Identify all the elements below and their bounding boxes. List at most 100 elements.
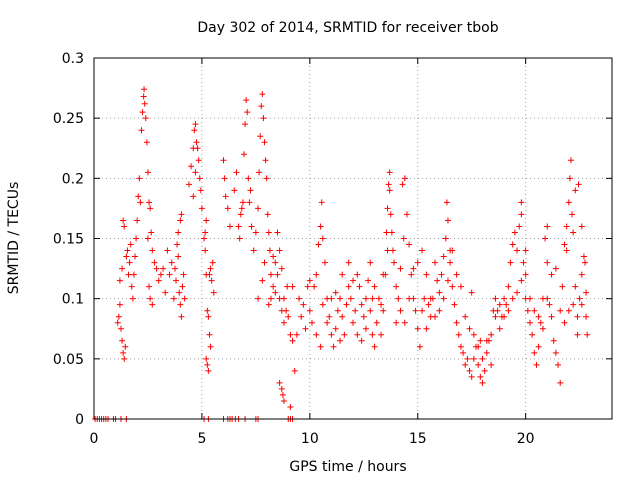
data-point — [343, 301, 350, 308]
data-point — [481, 367, 488, 374]
data-point — [259, 91, 266, 98]
data-point — [137, 199, 144, 206]
x-tick-label: 15 — [409, 431, 427, 447]
data-point — [369, 331, 376, 338]
data-point — [501, 313, 508, 320]
data-point — [576, 295, 583, 302]
data-point — [272, 289, 279, 296]
data-point — [138, 127, 145, 134]
data-point — [298, 313, 305, 320]
data-point — [406, 241, 413, 248]
data-point — [518, 199, 525, 206]
data-point — [412, 307, 419, 314]
data-point — [403, 211, 410, 218]
data-point — [265, 229, 272, 236]
data-point — [537, 319, 544, 326]
data-point — [440, 253, 447, 260]
data-point — [400, 235, 407, 242]
data-series — [92, 86, 591, 422]
data-point — [365, 277, 372, 284]
data-point — [274, 271, 281, 278]
data-point — [496, 325, 503, 332]
data-point — [117, 325, 124, 332]
data-point — [501, 295, 508, 302]
data-point — [384, 205, 391, 212]
data-point — [328, 331, 335, 338]
data-point — [207, 343, 214, 350]
data-point — [518, 277, 525, 284]
data-point — [514, 247, 521, 254]
data-point — [220, 157, 227, 164]
data-point — [278, 265, 285, 272]
data-point — [289, 283, 296, 290]
data-point — [378, 301, 385, 308]
data-point — [570, 301, 577, 308]
y-tick-label: 0.2 — [62, 171, 84, 187]
data-point — [256, 169, 263, 176]
data-point — [408, 271, 415, 278]
data-point — [561, 319, 568, 326]
data-point — [202, 247, 209, 254]
data-point — [313, 271, 320, 278]
data-point — [157, 271, 164, 278]
data-point — [124, 247, 131, 254]
data-point — [393, 319, 400, 326]
data-point — [175, 253, 182, 260]
data-point — [141, 100, 148, 107]
data-point — [339, 271, 346, 278]
data-point — [544, 223, 551, 230]
data-point — [531, 307, 538, 314]
data-point — [380, 307, 387, 314]
data-point — [149, 301, 156, 308]
data-point — [119, 337, 126, 344]
data-point — [115, 313, 122, 320]
x-tick-label: 0 — [90, 431, 99, 447]
data-point — [371, 283, 378, 290]
data-point — [453, 271, 460, 278]
data-point — [264, 211, 271, 218]
data-point — [423, 271, 430, 278]
data-point — [328, 295, 335, 302]
data-point — [518, 211, 525, 218]
data-point — [470, 331, 477, 338]
data-point — [318, 199, 325, 206]
data-point — [345, 259, 352, 266]
data-point — [544, 259, 551, 266]
data-point — [385, 181, 392, 188]
data-point — [162, 289, 169, 296]
data-point — [488, 361, 495, 368]
data-point — [526, 319, 533, 326]
data-point — [466, 325, 473, 332]
data-point — [270, 283, 277, 290]
data-point — [177, 301, 184, 308]
data-point — [201, 235, 208, 242]
data-point — [204, 307, 211, 314]
data-point — [578, 271, 585, 278]
data-point — [276, 379, 283, 386]
data-point — [449, 283, 456, 290]
data-point — [410, 265, 417, 272]
data-point — [572, 283, 579, 290]
data-point — [414, 325, 421, 332]
data-point — [194, 145, 201, 152]
data-point — [326, 313, 333, 320]
data-point — [236, 235, 243, 242]
data-point — [191, 127, 198, 134]
data-point — [337, 295, 344, 302]
data-point — [380, 271, 387, 278]
data-point — [179, 283, 186, 290]
data-point — [302, 325, 309, 332]
data-point — [247, 187, 254, 194]
data-point — [492, 295, 499, 302]
data-point — [442, 235, 449, 242]
data-point — [170, 295, 177, 302]
data-point — [387, 211, 394, 218]
data-point — [317, 223, 324, 230]
data-point — [494, 307, 501, 314]
data-point — [356, 283, 363, 290]
data-point — [258, 103, 265, 110]
data-point — [126, 259, 133, 266]
data-point — [209, 259, 216, 266]
data-point — [164, 247, 171, 254]
data-point — [583, 289, 590, 296]
